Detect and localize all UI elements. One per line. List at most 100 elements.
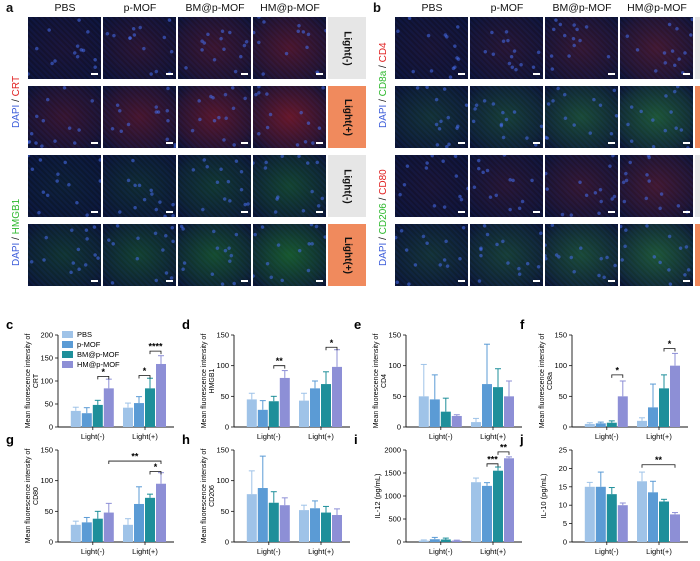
panel-label-g: g [6,432,14,447]
bar [606,422,617,427]
bar [451,540,462,542]
bar [299,400,309,427]
scale-bar [166,73,173,75]
stain-label: DAPI / CRT [11,76,22,128]
y-axis-label: Mean fluorescence intensity of [201,449,208,544]
y-tick-label: 100 [40,476,53,485]
stain-label-part: DAPI [11,242,22,266]
significance-marker: *** [487,454,498,464]
bar [332,366,342,427]
y-tick-label: 150 [40,354,53,363]
significance-bracket [325,346,338,351]
bar [493,387,503,427]
micrograph-tile [253,155,326,217]
bar [584,486,595,542]
light-condition-tab: Light(+) [695,224,700,286]
micrograph-tile [545,86,618,148]
micrograph-tile [178,86,251,148]
bar [670,514,680,542]
y-tick-label: 150 [216,331,229,340]
bar [451,415,462,427]
bar [332,515,342,542]
scale-bar [683,211,690,213]
bar [81,413,92,427]
y-tick-label: 100 [216,476,229,485]
x-tick-label: Light(-) [257,547,281,556]
scale-bar [533,73,540,75]
bar [637,481,647,542]
y-axis-label: Mean fluorescence intensity of [25,334,32,429]
micrograph-tile [395,224,468,286]
bar [440,411,451,427]
scale-bar [608,73,615,75]
bar [145,388,155,427]
bar [617,505,628,542]
y-tick-label: 500 [388,515,401,524]
micrograph-tile [395,17,468,79]
light-condition-tab: Light(-) [695,155,700,217]
stain-label-part: DAPI [11,104,22,128]
micrograph-tile [470,224,543,286]
bar [321,512,331,542]
bar [418,396,429,427]
micrograph-tile [620,17,693,79]
stain-label: DAPI / HMGB1 [11,199,22,266]
y-axis-label: CD206 [209,485,216,507]
light-condition-tab: Light(+) [328,86,366,148]
bar [440,539,451,542]
micrograph-tile [103,86,176,148]
bar [299,510,309,542]
chart-j: j IL-10 (pg/mL) 0 5 10 15 20 25 Light(-) Light(+)… [519,432,688,556]
y-tick-label: 5 [563,519,567,528]
y-tick-label: 20 [559,464,567,473]
scale-bar [241,280,248,282]
micrograph-tile [545,224,618,286]
scale-bar [608,280,615,282]
scale-bar [458,280,465,282]
significance-marker: ** [276,356,284,366]
scale-bar [533,142,540,144]
stain-label-part: DAPI [378,242,389,266]
scale-bar [458,73,465,75]
significance-bracket [486,463,499,467]
scale-bar [683,280,690,282]
scale-bar [533,280,540,282]
bar [279,505,290,542]
y-tick-label: 1000 [384,492,401,501]
y-tick-label: 50 [221,392,229,401]
bar [257,409,268,427]
bar [493,470,503,542]
stain-label-part: CRT [11,75,22,97]
bar [92,518,103,542]
scale-bar [316,142,323,144]
significance-bracket [663,348,676,352]
bar [81,522,92,542]
y-axis-label: CRT [33,373,40,388]
stain-label: DAPI / CD206 / CD80 [378,169,389,266]
bar [504,458,514,542]
micrograph-tile [620,224,693,286]
micrograph-tile [253,224,326,286]
stain-label-part: HMGB1 [11,198,22,235]
micrograph-tile [28,86,101,148]
chart-i: i IL-12 (pg/mL) 0 500 1000 1500 2000 Light(-) Li… [354,432,522,556]
bar [471,482,481,542]
x-tick-label: Light(-) [81,432,105,441]
column-header: BM@p-MOF [185,2,245,14]
y-tick-label: 100 [40,377,53,386]
x-tick-label: Light(+) [646,432,672,441]
y-tick-label: 1500 [384,469,401,478]
significance-marker: * [143,366,147,376]
bar [257,488,268,542]
bar [659,388,669,427]
y-axis-label: Mean fluorescence intensity of [539,334,546,429]
x-tick-label: Light(-) [595,432,619,441]
significance-bracket [641,464,676,468]
stain-label-part: / [11,96,22,105]
panel-label-h: h [182,432,190,447]
column-header: p-MOF [490,2,524,14]
light-condition-label: Light(+) [341,98,353,136]
light-condition-label: Light(-) [341,168,353,204]
panel-label-a: a [6,0,14,15]
scale-bar [166,280,173,282]
